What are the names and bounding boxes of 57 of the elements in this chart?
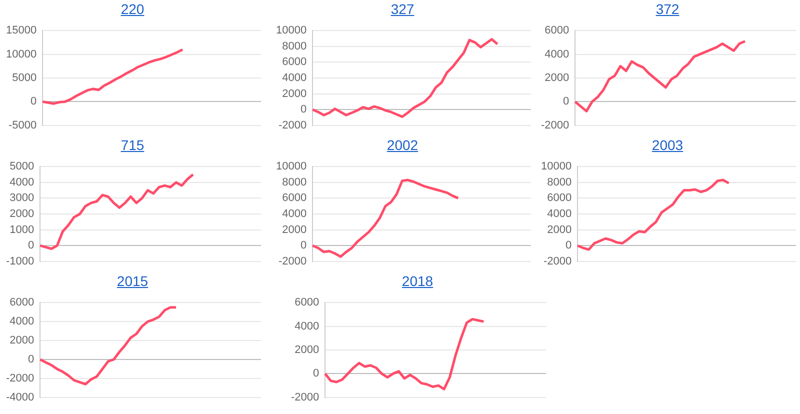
y-tick-label: 2000 [282, 88, 307, 100]
chart-title: 715 [120, 136, 146, 154]
y-tick-label: 6000 [282, 56, 307, 68]
chart-title: 220 [120, 0, 146, 18]
y-tick-label: 6000 [544, 24, 570, 37]
y-tick-label: 6000 [10, 296, 34, 309]
y-tick-label: -2000 [6, 372, 34, 384]
chart-title: 2002 [386, 136, 420, 154]
y-tick-label: 4000 [547, 208, 572, 220]
y-tick-label: 10000 [276, 160, 307, 173]
y-tick-label: 0 [300, 104, 307, 116]
y-tick-label: 6000 [282, 192, 307, 204]
y-tick-label: 4000 [282, 72, 307, 84]
y-tick-label: -2000 [540, 119, 570, 132]
y-tick-label: 0 [30, 96, 37, 108]
y-tick-label: -2000 [278, 255, 307, 268]
y-tick-label: 5000 [10, 160, 34, 173]
y-tick-label: 1000 [10, 224, 34, 236]
y-tick-label: 6000 [547, 192, 572, 204]
y-tick-label: 8000 [547, 176, 572, 188]
y-tick-label: 0 [565, 240, 572, 252]
y-tick-label: 4000 [294, 320, 320, 332]
y-tick-label: -5000 [8, 119, 37, 132]
y-tick-label: 5000 [12, 72, 37, 84]
y-tick-label: -2000 [543, 255, 572, 268]
y-tick-label: 4000 [544, 48, 570, 60]
y-tick-label: 2000 [282, 224, 307, 236]
y-tick-label: 0 [313, 368, 320, 380]
y-tick-label: 2000 [10, 208, 34, 220]
y-tick-label: 4000 [10, 176, 34, 188]
y-tick-label: 0 [28, 354, 34, 366]
y-tick-label: 15000 [6, 24, 37, 37]
y-tick-label: -2000 [278, 119, 307, 132]
y-tick-label: 4000 [282, 208, 307, 220]
y-tick-label: -1000 [6, 255, 34, 268]
y-tick-label: 2000 [547, 224, 572, 236]
y-tick-label: 10000 [276, 24, 307, 37]
y-tick-label: 4000 [10, 316, 34, 328]
y-tick-label: 0 [563, 96, 570, 108]
y-tick-label: -4000 [6, 391, 34, 404]
y-tick-label: 0 [28, 240, 34, 252]
chart-title: 2015 [116, 272, 150, 290]
y-tick-label: 0 [300, 240, 307, 252]
y-tick-label: 10000 [6, 48, 37, 60]
y-tick-label: 10000 [540, 160, 572, 173]
y-tick-label: 8000 [282, 176, 307, 188]
y-tick-label: 3000 [10, 192, 34, 204]
y-tick-label: 2000 [294, 344, 320, 356]
y-tick-label: 8000 [282, 40, 307, 52]
y-tick-label: 2000 [10, 334, 34, 347]
chart-title: 372 [654, 0, 680, 18]
y-tick-label: 2000 [544, 72, 570, 84]
chart-title: 327 [390, 0, 416, 18]
chart-title: 2018 [400, 272, 434, 290]
y-tick-label: 6000 [294, 296, 320, 309]
y-tick-label: -2000 [290, 391, 320, 404]
chart-title: 2003 [650, 136, 684, 154]
